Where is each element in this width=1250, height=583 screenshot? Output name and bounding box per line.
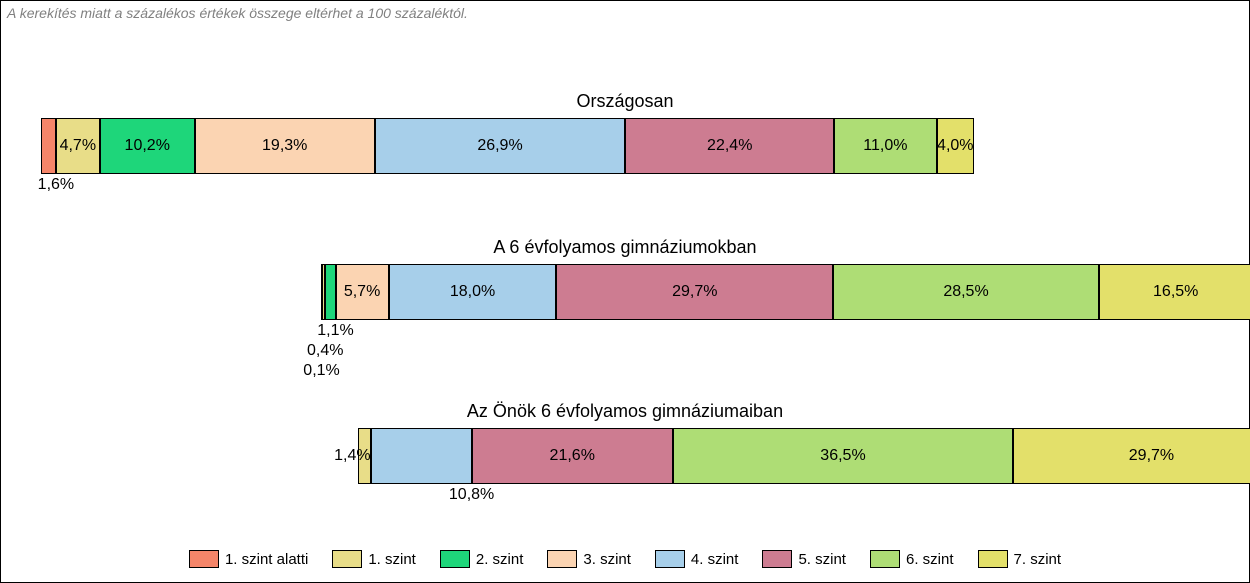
bar-segment-label: 21,6%	[550, 447, 595, 465]
legend-label: 3. szint	[583, 551, 631, 568]
legend-swatch	[978, 550, 1008, 568]
bar-wrap: 0,1%0,4%1,1%5,7%18,0%29,7%28,5%16,5%	[1, 264, 1249, 320]
bar-row-6yr-yours: Az Önök 6 évfolyamos gimnáziumaiban 1,4%…	[1, 401, 1249, 484]
row-title-6yr-yours: Az Önök 6 évfolyamos gimnáziumaiban	[1, 401, 1249, 422]
bar-segment-label: 18,0%	[450, 283, 495, 301]
bar-segment-label: 16,5%	[1153, 283, 1198, 301]
legend-label: 4. szint	[691, 551, 739, 568]
legend-item-l3: 3. szint	[547, 550, 631, 568]
bar-wrap: 1,4%10,8%21,6%36,5%29,7%	[1, 428, 1249, 484]
legend-swatch	[547, 550, 577, 568]
legend-item-l5: 5. szint	[762, 550, 846, 568]
bar-segment-label: 26,9%	[477, 137, 522, 155]
legend-swatch	[870, 550, 900, 568]
bar-segment-l0	[41, 118, 56, 174]
legend-item-l7: 7. szint	[978, 550, 1062, 568]
legend-swatch	[655, 550, 685, 568]
bar-segment-label: 36,5%	[820, 447, 865, 465]
bar-segment-label: 1,1%	[317, 322, 353, 340]
bar-segment-label: 22,4%	[707, 137, 752, 155]
bar-segment-label: 29,7%	[672, 283, 717, 301]
legend-label: 1. szint alatti	[225, 551, 308, 568]
bar-wrap: 1,6%4,7%10,2%19,3%26,9%22,4%11,0%4,0%	[1, 118, 1249, 174]
legend-swatch	[440, 550, 470, 568]
bar-segment-label: 29,7%	[1129, 447, 1174, 465]
bar-segment-l4	[371, 428, 472, 484]
bar-segment-label: 4,0%	[937, 137, 973, 155]
rounding-note: A kerekítés miatt a százalékos értékek ö…	[7, 5, 468, 21]
legend-label: 1. szint	[368, 551, 416, 568]
bar-segment-label: 11,0%	[863, 137, 907, 155]
legend-item-l6: 6. szint	[870, 550, 954, 568]
bar-segment-label: 0,4%	[307, 342, 343, 360]
bar-segment-label: 10,8%	[449, 486, 494, 504]
legend-item-l2: 2. szint	[440, 550, 524, 568]
legend-item-l1: 1. szint	[332, 550, 416, 568]
bar-segment-label: 10,2%	[125, 137, 170, 155]
bar-segment-label: 4,7%	[60, 137, 96, 155]
bar-segment-label: 5,7%	[344, 283, 380, 301]
chart-container: A kerekítés miatt a százalékos értékek ö…	[0, 0, 1250, 583]
bar-segment-label: 1,4%	[334, 447, 370, 465]
legend-label: 5. szint	[798, 551, 846, 568]
legend-swatch	[332, 550, 362, 568]
legend-swatch	[189, 550, 219, 568]
bar-segment-label: 28,5%	[943, 283, 988, 301]
legend: 1. szint alatti 1. szint 2. szint 3. szint 4…	[1, 550, 1249, 568]
row-title-national: Országosan	[1, 91, 1249, 112]
bar-segment-label: 1,6%	[38, 176, 74, 194]
bar-row-national: Országosan 1,6%4,7%10,2%19,3%26,9%22,4%1…	[1, 91, 1249, 174]
legend-item-l0: 1. szint alatti	[189, 550, 308, 568]
bar-row-6yr-all: A 6 évfolyamos gimnáziumokban 0,1%0,4%1,…	[1, 237, 1249, 320]
legend-label: 7. szint	[1014, 551, 1062, 568]
legend-item-l4: 4. szint	[655, 550, 739, 568]
bar-segment-label: 0,1%	[303, 362, 339, 380]
legend-label: 6. szint	[906, 551, 954, 568]
row-title-6yr-all: A 6 évfolyamos gimnáziumokban	[1, 237, 1249, 258]
bar-segment-l2	[325, 264, 335, 320]
legend-label: 2. szint	[476, 551, 524, 568]
bar-segment-label: 19,3%	[262, 137, 307, 155]
legend-swatch	[762, 550, 792, 568]
